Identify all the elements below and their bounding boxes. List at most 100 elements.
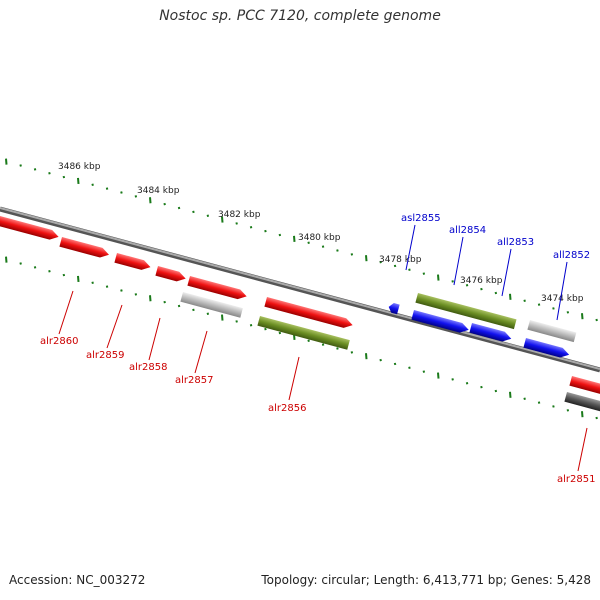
scale-tick: [221, 314, 224, 321]
gene-features: [0, 216, 600, 413]
scale-tick: [408, 366, 411, 370]
scale-tick: [120, 289, 123, 292]
scale-tick: [379, 358, 382, 362]
scale-tick: [365, 353, 368, 360]
gene-leader-line: [58, 290, 74, 335]
gene-arrow[interactable]: [0, 216, 60, 242]
gene-label[interactable]: alr2859: [86, 350, 124, 361]
gene-arrow[interactable]: [59, 237, 110, 260]
gene-label[interactable]: alr2851: [557, 474, 595, 485]
gene-arrow[interactable]: [569, 376, 600, 396]
scale-tick: [192, 308, 195, 312]
gene-label[interactable]: all2854: [449, 225, 486, 236]
gene-label[interactable]: all2853: [497, 237, 534, 248]
scale-tick: [465, 382, 469, 385]
scale-tick: [249, 324, 253, 327]
scale-tick: [581, 313, 584, 320]
gene-arrow[interactable]: [415, 293, 517, 330]
scale-tick: [134, 195, 138, 198]
scale-tick: [566, 311, 570, 314]
scale-tick: [365, 255, 368, 262]
scale-tick: [235, 320, 238, 323]
scale-tick: [393, 264, 397, 268]
gene-leader-line: [106, 304, 123, 349]
scale-tick: [595, 318, 598, 322]
scale-tick: [19, 262, 22, 265]
scale-tick: [408, 268, 411, 272]
scale-tick: [278, 233, 282, 237]
scale-label: 3484 kbp: [137, 186, 180, 196]
gene-leader-line: [556, 261, 568, 321]
scale-tick: [206, 214, 210, 217]
gene-leader-line: [288, 356, 300, 401]
gene-arrow[interactable]: [187, 276, 248, 301]
gene-arrow[interactable]: [527, 320, 577, 343]
scale-tick: [206, 312, 210, 315]
gene-arrow[interactable]: [387, 302, 400, 315]
gene-arrow[interactable]: [114, 253, 151, 272]
scale-tick: [163, 300, 166, 304]
gene-label[interactable]: all2852: [553, 250, 590, 261]
scale-tick: [278, 331, 282, 335]
gene-label[interactable]: alr2858: [129, 362, 167, 373]
scale-tick: [105, 285, 109, 288]
scale-label: 3474 kbp: [541, 294, 584, 304]
scale-tick: [33, 266, 37, 269]
scale-tick: [379, 260, 382, 264]
scale-tick: [163, 202, 166, 206]
scale-tick: [33, 168, 37, 171]
gene-arrow[interactable]: [411, 310, 470, 335]
scale-tick: [422, 370, 426, 373]
scale-labels: 3486 kbp 3484 kbp 3482 kbp 3480 kbp 3478 kbp…: [58, 162, 584, 304]
gene-label[interactable]: alr2860: [40, 336, 78, 347]
scale-tick: [5, 256, 8, 263]
gene-arrow[interactable]: [523, 338, 570, 360]
scale-tick: [105, 187, 109, 190]
scale-tick: [552, 307, 555, 310]
scale-tick: [523, 397, 526, 400]
scale-label: 3482 kbp: [218, 210, 261, 220]
scale-tick: [350, 253, 354, 256]
scale-label: 3486 kbp: [58, 162, 101, 172]
scale-tick: [350, 351, 354, 354]
scale-tick: [566, 409, 570, 412]
scale-label: 3480 kbp: [298, 233, 341, 243]
gene-arrow[interactable]: [469, 323, 512, 344]
scale-tick: [120, 191, 123, 194]
scale-tick: [422, 272, 426, 275]
scale-tick: [465, 284, 469, 287]
scale-tick: [149, 295, 152, 302]
scale-label: 3478 kbp: [379, 255, 422, 265]
scale-tick: [480, 287, 483, 291]
scale-tick: [177, 206, 181, 210]
gene-leader-line: [194, 330, 208, 374]
scale-tick: [509, 293, 512, 300]
scale-tick: [192, 210, 195, 214]
gene-arrow[interactable]: [564, 392, 600, 413]
gene-label[interactable]: alr2857: [175, 375, 213, 386]
gene-arrow[interactable]: [155, 266, 187, 283]
gene-arrow[interactable]: [257, 316, 350, 350]
scale-tick: [149, 197, 152, 204]
scale-tick: [537, 303, 541, 306]
gene-label[interactable]: asl2855: [401, 213, 441, 224]
scale-tick: [48, 171, 51, 175]
scale-tick: [62, 273, 66, 277]
gene-label[interactable]: alr2856: [268, 403, 306, 414]
scale-tick: [523, 299, 526, 302]
map-title: Nostoc sp. PCC 7120, complete genome: [159, 8, 441, 24]
scale-tick: [235, 222, 238, 225]
scale-tick: [336, 249, 339, 252]
gene-arrow[interactable]: [180, 292, 243, 318]
scale-tick: [307, 339, 310, 342]
scale-tick: [494, 389, 498, 393]
scale-tick: [249, 226, 253, 229]
scale-tick: [552, 405, 555, 408]
scale-tick: [77, 275, 80, 283]
scale-tick: [307, 241, 310, 244]
gene-labels: asl2855 all2854 all2853 all2852 alr2860 alr28…: [40, 213, 595, 485]
scale-tick: [221, 216, 224, 223]
gene-arrow[interactable]: [264, 297, 354, 330]
